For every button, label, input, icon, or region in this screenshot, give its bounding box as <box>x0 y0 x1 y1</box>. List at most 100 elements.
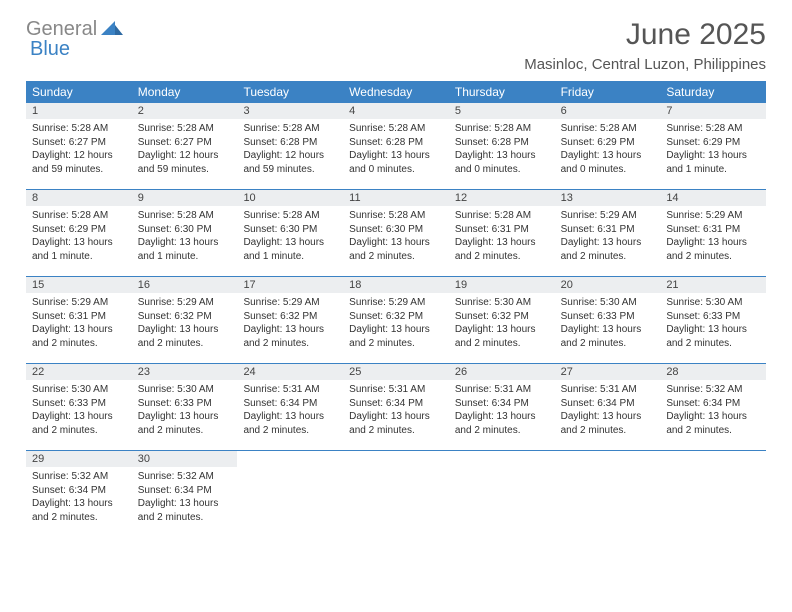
day-body: Sunrise: 5:31 AMSunset: 6:34 PMDaylight:… <box>237 380 343 443</box>
day-line: Sunrise: 5:28 AM <box>349 209 443 223</box>
month-title: June 2025 <box>626 18 766 52</box>
day-line: Sunrise: 5:28 AM <box>138 209 232 223</box>
day-body: Sunrise: 5:28 AMSunset: 6:30 PMDaylight:… <box>237 206 343 269</box>
day-line: Daylight: 13 hours <box>349 323 443 337</box>
day-cell <box>237 451 343 537</box>
location-text: Masinloc, Central Luzon, Philippines <box>26 56 766 73</box>
day-number: 23 <box>132 364 238 380</box>
day-line: Sunset: 6:33 PM <box>666 310 760 324</box>
day-number: 9 <box>132 190 238 206</box>
day-line: Sunset: 6:27 PM <box>32 136 126 150</box>
day-line: and 59 minutes. <box>138 163 232 177</box>
day-line: and 2 minutes. <box>349 424 443 438</box>
day-header-sat: Saturday <box>660 81 766 103</box>
day-cell: 20Sunrise: 5:30 AMSunset: 6:33 PMDayligh… <box>555 277 661 363</box>
day-line: Sunset: 6:34 PM <box>138 484 232 498</box>
day-line: Sunset: 6:32 PM <box>349 310 443 324</box>
day-body: Sunrise: 5:28 AMSunset: 6:27 PMDaylight:… <box>26 119 132 182</box>
day-cell: 15Sunrise: 5:29 AMSunset: 6:31 PMDayligh… <box>26 277 132 363</box>
day-body: Sunrise: 5:30 AMSunset: 6:33 PMDaylight:… <box>660 293 766 356</box>
day-line: Sunrise: 5:28 AM <box>138 122 232 136</box>
day-line: Sunset: 6:33 PM <box>32 397 126 411</box>
day-line: Sunrise: 5:28 AM <box>455 122 549 136</box>
day-line: and 2 minutes. <box>455 424 549 438</box>
day-line: Sunset: 6:28 PM <box>349 136 443 150</box>
day-number: 10 <box>237 190 343 206</box>
day-line: Sunrise: 5:29 AM <box>32 296 126 310</box>
day-body: Sunrise: 5:28 AMSunset: 6:27 PMDaylight:… <box>132 119 238 182</box>
day-line: and 2 minutes. <box>666 250 760 264</box>
day-body: Sunrise: 5:29 AMSunset: 6:31 PMDaylight:… <box>660 206 766 269</box>
day-number: 3 <box>237 103 343 119</box>
day-header-mon: Monday <box>132 81 238 103</box>
day-line: Daylight: 13 hours <box>455 323 549 337</box>
day-body: Sunrise: 5:28 AMSunset: 6:29 PMDaylight:… <box>26 206 132 269</box>
calendar: Sunday Monday Tuesday Wednesday Thursday… <box>26 81 766 537</box>
day-line: and 2 minutes. <box>32 511 126 525</box>
day-line: Sunset: 6:33 PM <box>561 310 655 324</box>
day-line: and 2 minutes. <box>243 424 337 438</box>
day-line: and 2 minutes. <box>32 337 126 351</box>
day-line: Daylight: 13 hours <box>32 236 126 250</box>
day-cell: 3Sunrise: 5:28 AMSunset: 6:28 PMDaylight… <box>237 103 343 189</box>
day-header-sun: Sunday <box>26 81 132 103</box>
day-cell: 30Sunrise: 5:32 AMSunset: 6:34 PMDayligh… <box>132 451 238 537</box>
day-body: Sunrise: 5:28 AMSunset: 6:28 PMDaylight:… <box>449 119 555 182</box>
header: General June 2025 <box>26 18 766 52</box>
day-line: Daylight: 13 hours <box>32 410 126 424</box>
day-body: Sunrise: 5:31 AMSunset: 6:34 PMDaylight:… <box>449 380 555 443</box>
day-line: Daylight: 13 hours <box>243 323 337 337</box>
day-line: Sunset: 6:31 PM <box>666 223 760 237</box>
day-line: Sunrise: 5:28 AM <box>32 209 126 223</box>
day-line: Sunrise: 5:28 AM <box>561 122 655 136</box>
day-body: Sunrise: 5:28 AMSunset: 6:29 PMDaylight:… <box>660 119 766 182</box>
day-body: Sunrise: 5:32 AMSunset: 6:34 PMDaylight:… <box>660 380 766 443</box>
day-line: and 2 minutes. <box>561 337 655 351</box>
day-cell: 8Sunrise: 5:28 AMSunset: 6:29 PMDaylight… <box>26 190 132 276</box>
day-cell: 23Sunrise: 5:30 AMSunset: 6:33 PMDayligh… <box>132 364 238 450</box>
day-body: Sunrise: 5:28 AMSunset: 6:28 PMDaylight:… <box>237 119 343 182</box>
day-cell: 24Sunrise: 5:31 AMSunset: 6:34 PMDayligh… <box>237 364 343 450</box>
day-line: and 2 minutes. <box>455 250 549 264</box>
logo-line2: Blue <box>30 38 70 61</box>
day-number: 7 <box>660 103 766 119</box>
day-cell: 16Sunrise: 5:29 AMSunset: 6:32 PMDayligh… <box>132 277 238 363</box>
day-line: Sunrise: 5:29 AM <box>561 209 655 223</box>
day-number: 29 <box>26 451 132 467</box>
day-body: Sunrise: 5:28 AMSunset: 6:29 PMDaylight:… <box>555 119 661 182</box>
day-line: Daylight: 13 hours <box>32 497 126 511</box>
day-number: 13 <box>555 190 661 206</box>
day-line: Daylight: 13 hours <box>455 410 549 424</box>
day-line: Sunrise: 5:30 AM <box>138 383 232 397</box>
day-line: Daylight: 13 hours <box>138 236 232 250</box>
day-line: Sunrise: 5:32 AM <box>138 470 232 484</box>
day-cell: 22Sunrise: 5:30 AMSunset: 6:33 PMDayligh… <box>26 364 132 450</box>
day-line: Sunrise: 5:29 AM <box>243 296 337 310</box>
day-number: 12 <box>449 190 555 206</box>
day-body: Sunrise: 5:29 AMSunset: 6:32 PMDaylight:… <box>237 293 343 356</box>
day-line: Sunrise: 5:32 AM <box>32 470 126 484</box>
day-line: and 2 minutes. <box>561 424 655 438</box>
day-header-row: Sunday Monday Tuesday Wednesday Thursday… <box>26 81 766 103</box>
day-line: Sunrise: 5:29 AM <box>349 296 443 310</box>
day-cell: 11Sunrise: 5:28 AMSunset: 6:30 PMDayligh… <box>343 190 449 276</box>
day-cell: 19Sunrise: 5:30 AMSunset: 6:32 PMDayligh… <box>449 277 555 363</box>
day-line: and 1 minute. <box>32 250 126 264</box>
day-line: Sunrise: 5:31 AM <box>243 383 337 397</box>
day-body: Sunrise: 5:31 AMSunset: 6:34 PMDaylight:… <box>555 380 661 443</box>
day-body: Sunrise: 5:28 AMSunset: 6:28 PMDaylight:… <box>343 119 449 182</box>
logo-word2: Blue <box>30 38 70 60</box>
day-line: Daylight: 13 hours <box>349 149 443 163</box>
day-line: Sunrise: 5:28 AM <box>349 122 443 136</box>
week-row: 22Sunrise: 5:30 AMSunset: 6:33 PMDayligh… <box>26 363 766 450</box>
day-line: Sunset: 6:30 PM <box>138 223 232 237</box>
day-line: Sunset: 6:30 PM <box>243 223 337 237</box>
day-number: 1 <box>26 103 132 119</box>
day-body: Sunrise: 5:28 AMSunset: 6:31 PMDaylight:… <box>449 206 555 269</box>
day-cell: 27Sunrise: 5:31 AMSunset: 6:34 PMDayligh… <box>555 364 661 450</box>
day-line: Sunset: 6:29 PM <box>666 136 760 150</box>
day-line: and 2 minutes. <box>561 250 655 264</box>
day-line: Sunrise: 5:30 AM <box>32 383 126 397</box>
day-line: Sunrise: 5:29 AM <box>666 209 760 223</box>
day-body: Sunrise: 5:32 AMSunset: 6:34 PMDaylight:… <box>26 467 132 530</box>
